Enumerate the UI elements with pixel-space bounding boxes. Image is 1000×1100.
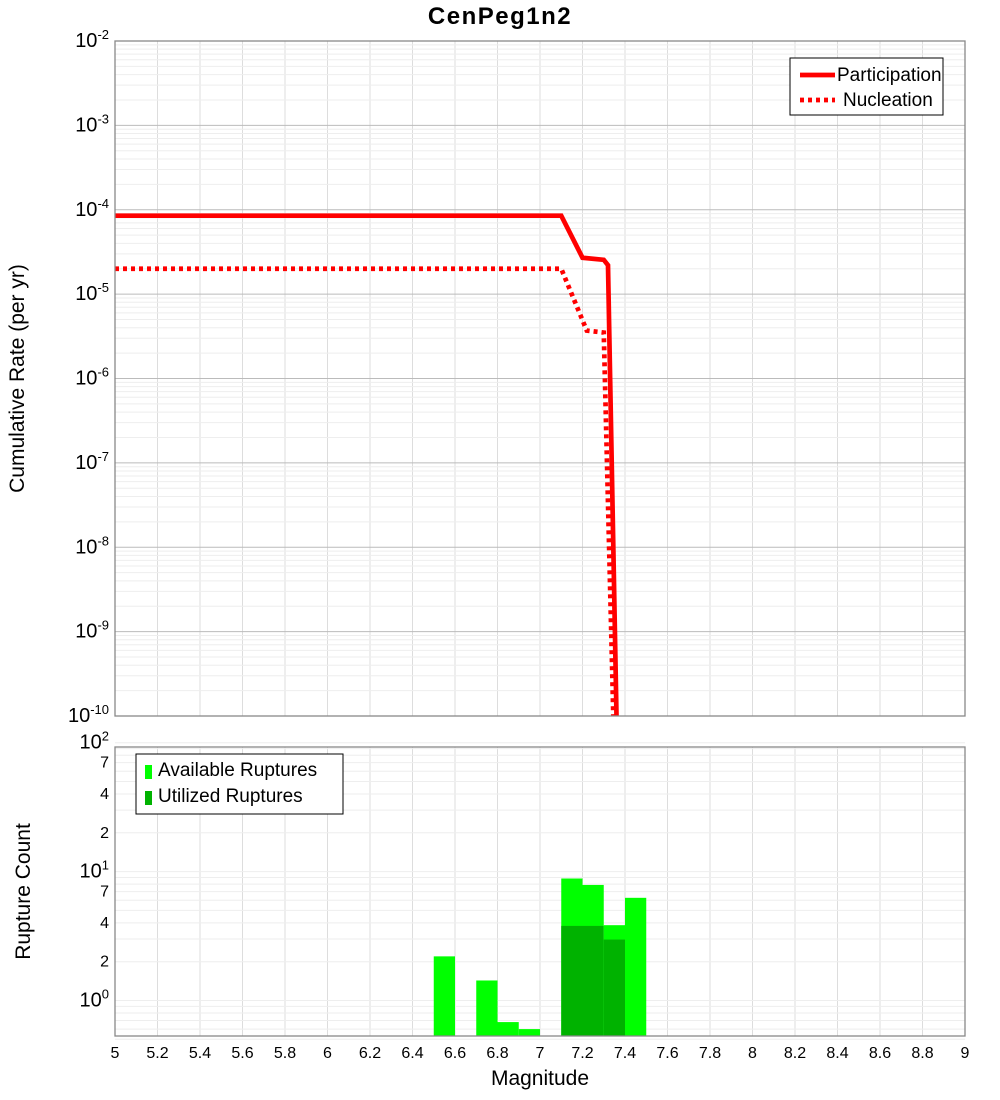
svg-text:7: 7	[100, 884, 109, 901]
svg-text:2: 2	[100, 954, 109, 971]
svg-text:7: 7	[100, 755, 109, 772]
svg-text:Rupture Count: Rupture Count	[12, 823, 35, 960]
svg-text:5.4: 5.4	[189, 1045, 211, 1062]
svg-text:6.6: 6.6	[444, 1045, 466, 1062]
svg-text:CenPeg1n2: CenPeg1n2	[428, 3, 572, 30]
svg-text:Participation: Participation	[837, 65, 942, 86]
svg-text:8.8: 8.8	[911, 1045, 933, 1062]
svg-text:6: 6	[323, 1045, 332, 1062]
svg-text:7: 7	[536, 1045, 545, 1062]
svg-text:8.2: 8.2	[784, 1045, 806, 1062]
svg-text:8.4: 8.4	[826, 1045, 848, 1062]
svg-text:5.6: 5.6	[231, 1045, 253, 1062]
svg-text:9: 9	[961, 1045, 970, 1062]
svg-text:8.6: 8.6	[869, 1045, 891, 1062]
svg-text:7.2: 7.2	[571, 1045, 593, 1062]
svg-text:6.2: 6.2	[359, 1045, 381, 1062]
svg-text:5.8: 5.8	[274, 1045, 296, 1062]
svg-text:Magnitude: Magnitude	[491, 1067, 589, 1090]
svg-text:4: 4	[100, 786, 109, 803]
svg-text:7.4: 7.4	[614, 1045, 636, 1062]
svg-text:Cumulative Rate (per yr): Cumulative Rate (per yr)	[6, 264, 29, 493]
svg-text:6.4: 6.4	[401, 1045, 423, 1062]
svg-text:8: 8	[748, 1045, 757, 1062]
svg-text:Utilized Ruptures: Utilized Ruptures	[158, 786, 303, 807]
svg-text:Nucleation: Nucleation	[843, 90, 933, 111]
svg-text:4: 4	[100, 915, 109, 932]
svg-text:2: 2	[100, 825, 109, 842]
svg-text:6.8: 6.8	[486, 1045, 508, 1062]
svg-text:Available Ruptures: Available Ruptures	[158, 760, 317, 781]
svg-text:5: 5	[111, 1045, 120, 1062]
svg-text:5.2: 5.2	[146, 1045, 168, 1062]
svg-text:7.8: 7.8	[699, 1045, 721, 1062]
svg-text:7.6: 7.6	[656, 1045, 678, 1062]
